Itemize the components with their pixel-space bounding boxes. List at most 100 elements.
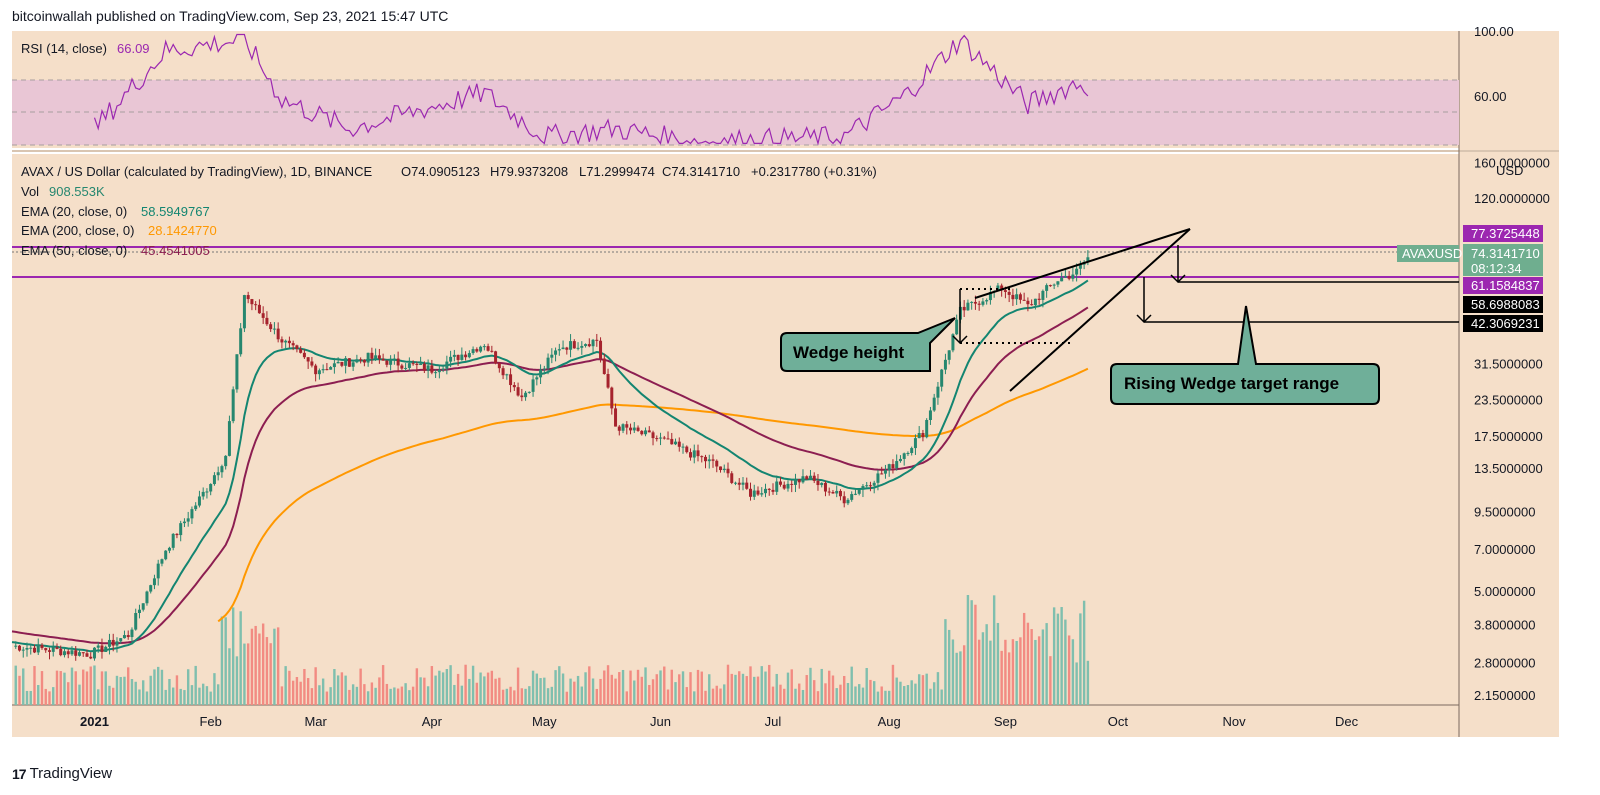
candle-body bbox=[606, 374, 610, 388]
volume-bar bbox=[1082, 600, 1086, 705]
candle-body bbox=[66, 651, 70, 655]
volume-bar bbox=[37, 685, 40, 705]
candle-body bbox=[689, 452, 693, 458]
candle-body bbox=[599, 340, 603, 359]
candle-body bbox=[947, 350, 951, 360]
volume-bar bbox=[869, 679, 872, 705]
volume-bar bbox=[876, 691, 880, 705]
candle-body bbox=[321, 369, 325, 371]
volume-bar bbox=[404, 683, 407, 705]
candle-body bbox=[1060, 277, 1064, 282]
candle-body bbox=[265, 317, 269, 325]
candle-body bbox=[419, 363, 423, 366]
candle-body bbox=[823, 482, 827, 492]
candle-body bbox=[426, 365, 430, 371]
candle-body bbox=[224, 455, 228, 467]
volume-bar bbox=[734, 674, 737, 705]
volume-bar bbox=[704, 690, 707, 705]
price-tick-label: 23.5000000 bbox=[1474, 393, 1543, 408]
volume-bar bbox=[100, 671, 104, 705]
volume-bar bbox=[599, 678, 602, 705]
volume-bar bbox=[970, 600, 973, 705]
volume-bar bbox=[981, 632, 985, 705]
ema50-label: EMA (50, close, 0) bbox=[21, 243, 127, 258]
candle-body bbox=[505, 374, 509, 376]
candle-body bbox=[928, 410, 932, 420]
wedge-drawings[interactable] bbox=[952, 228, 1459, 392]
candle-body bbox=[977, 303, 981, 305]
volume-bar bbox=[685, 687, 688, 705]
volume-bar bbox=[831, 675, 835, 705]
volume-bar bbox=[498, 677, 501, 705]
volume-bar bbox=[393, 687, 396, 705]
candle-body bbox=[898, 458, 902, 462]
volume-bar bbox=[186, 669, 190, 705]
volume-bar bbox=[1071, 639, 1075, 705]
tradingview-footer[interactable]: 17 TradingView bbox=[12, 765, 112, 782]
candle-body bbox=[434, 372, 438, 374]
candle-body bbox=[561, 347, 565, 350]
candle-body bbox=[1011, 294, 1015, 300]
volume-bar bbox=[936, 672, 940, 705]
target-range-label: Rising Wedge target range bbox=[1124, 374, 1339, 393]
volume-bar bbox=[959, 651, 962, 705]
volume-bar bbox=[546, 688, 550, 705]
candle-body bbox=[827, 491, 831, 493]
volume-bar bbox=[438, 670, 441, 705]
volume-bar bbox=[55, 670, 59, 705]
volume-bar bbox=[303, 668, 306, 705]
volume-bar bbox=[284, 666, 287, 705]
candle-body bbox=[149, 585, 153, 592]
volume-bar bbox=[914, 683, 917, 705]
candle-body bbox=[550, 354, 554, 358]
volume-bar bbox=[85, 671, 89, 705]
candle-body bbox=[872, 482, 876, 486]
candle-body bbox=[310, 361, 314, 366]
wedge-upper-trendline[interactable] bbox=[974, 228, 1191, 299]
volume-bar bbox=[764, 671, 767, 705]
volume-bar bbox=[456, 673, 460, 705]
candle-body bbox=[1007, 291, 1011, 295]
candle-body bbox=[943, 359, 947, 370]
volume-bar bbox=[543, 677, 546, 705]
candle-body bbox=[1030, 304, 1034, 306]
candle-body bbox=[430, 365, 434, 373]
candle-body bbox=[47, 650, 51, 652]
time-axis-ticks[interactable]: 2021 Feb Mar Apr May Jun Jul Aug Sep Oct Nov Dec bbox=[80, 714, 1359, 729]
volume-bar bbox=[966, 595, 970, 705]
rsi-value: 66.09 bbox=[117, 41, 150, 56]
target-range-callout[interactable]: Rising Wedge target range bbox=[1110, 305, 1380, 405]
wedge-height-callout[interactable]: Wedge height bbox=[780, 317, 956, 372]
candle-body bbox=[1026, 300, 1030, 305]
candle-body bbox=[895, 461, 899, 469]
volume-bar bbox=[887, 690, 891, 705]
volume-bar bbox=[573, 681, 576, 705]
candle-body bbox=[1033, 298, 1037, 306]
vol-value: 908.553K bbox=[49, 184, 105, 199]
wedge-lower-trendline[interactable] bbox=[1009, 228, 1191, 392]
candle-body bbox=[539, 369, 543, 378]
candle-body bbox=[602, 358, 606, 375]
volume-bar bbox=[164, 689, 167, 705]
volume-bar bbox=[861, 687, 865, 705]
volume-bar bbox=[606, 665, 610, 705]
candle-body bbox=[325, 369, 329, 371]
price-axis-ticks[interactable]: 160.0000000 120.0000000 31.5000000 23.50000… bbox=[1474, 155, 1550, 703]
candle-body bbox=[865, 485, 869, 487]
candle-body bbox=[707, 459, 711, 462]
candle-body bbox=[287, 340, 291, 344]
candle-body bbox=[666, 438, 670, 440]
volume-bar bbox=[730, 673, 733, 705]
volume-bar bbox=[708, 674, 711, 705]
candle-body bbox=[913, 438, 917, 449]
volume-bar bbox=[175, 675, 179, 705]
candle-body bbox=[77, 652, 81, 656]
candle-body bbox=[587, 344, 591, 347]
candle-body bbox=[377, 355, 381, 359]
time-tick-label: Jun bbox=[650, 714, 671, 729]
rsi-axis-label-60: 60.00 bbox=[1474, 89, 1507, 104]
candle-body bbox=[812, 475, 816, 481]
volume-bar bbox=[1037, 636, 1041, 705]
rsi-line bbox=[93, 33, 1089, 146]
